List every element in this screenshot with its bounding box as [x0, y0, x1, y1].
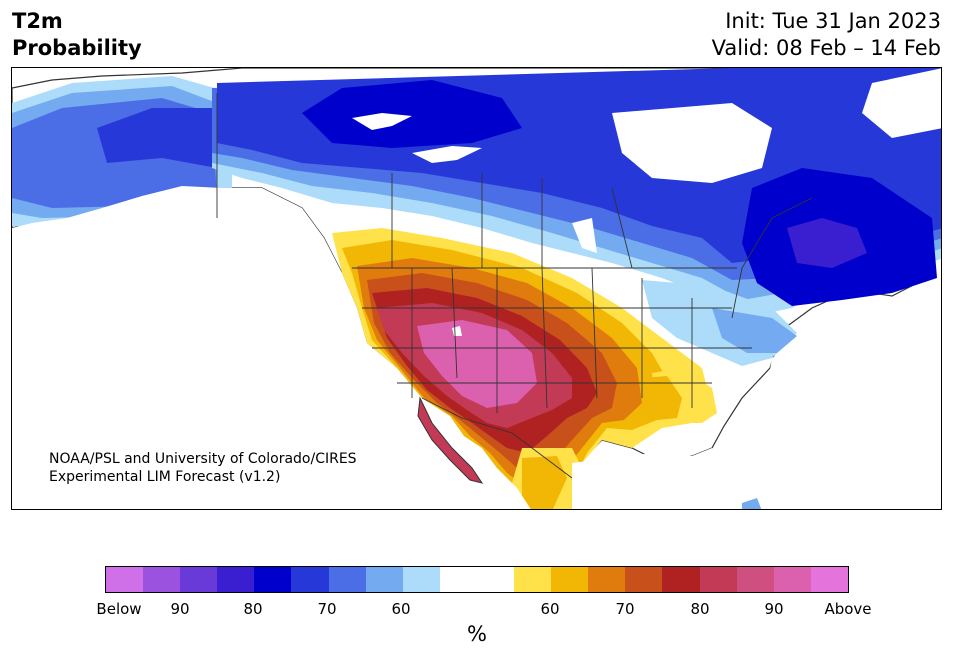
colorbar-swatch [476, 567, 515, 592]
cold-band-florida [742, 498, 762, 509]
baja-peninsula [417, 396, 484, 484]
colorbar-units: % [467, 622, 487, 646]
colorbar-swatch [106, 567, 144, 592]
colorbar-swatch [625, 567, 663, 592]
colorbar-tick-label: 80 [690, 600, 710, 618]
forecast-credit: NOAA/PSL and University of Colorado/CIRE… [49, 450, 357, 486]
credit-line-1: NOAA/PSL and University of Colorado/CIRE… [49, 451, 357, 467]
probability-map [12, 68, 941, 509]
colorbar-swatch [810, 567, 848, 592]
cold-core-arctic [302, 80, 522, 148]
colorbar-swatch [365, 567, 403, 592]
colorbar-swatch [439, 567, 477, 592]
colorbar-tick-label: 60 [540, 600, 560, 618]
border-us-states-ew [362, 307, 752, 384]
colorbar-tick-label: 90 [764, 600, 784, 618]
colorbar-tick-label: Below [96, 600, 142, 618]
colorbar-swatch [773, 567, 811, 592]
colorbar-swatch [180, 567, 218, 592]
lake-great-slave [412, 146, 482, 163]
labrador-sea [862, 68, 941, 138]
lake-great-bear [352, 113, 412, 130]
map-panel [11, 67, 942, 510]
colorbar-swatch [143, 567, 181, 592]
warm-band-mexico-mid [522, 456, 567, 509]
credit-line-2: Experimental LIM Forecast (v1.2) [49, 469, 281, 485]
political-borders [216, 93, 813, 479]
colorbar-swatch [402, 567, 440, 592]
colorbar [105, 566, 849, 593]
title-variable: T2m [12, 9, 63, 33]
map-title: T2m Probability [12, 8, 142, 62]
colorbar-swatch [551, 567, 589, 592]
colorbar-swatch [254, 567, 292, 592]
gulf-of-mexico [572, 448, 732, 509]
colorbar-swatch [736, 567, 774, 592]
cold-extreme-quebec [787, 218, 867, 268]
colorbar-swatch [291, 567, 329, 592]
border-us-mexico [421, 397, 573, 479]
colorbar-tick-label: 90 [170, 600, 190, 618]
pacific-ocean [12, 186, 531, 509]
cold-band-alaska-strong [97, 108, 217, 168]
colorbar-swatch [514, 567, 552, 592]
colorbar-tick-label: 70 [317, 600, 337, 618]
atlantic-ocean [732, 298, 941, 509]
colorbar-tick-label: 60 [391, 600, 411, 618]
valid-date: Valid: 08 Feb – 14 Feb [711, 36, 941, 60]
colorbar-tick-label: Above [824, 600, 872, 618]
border-canadian-provinces [391, 173, 633, 269]
border-us-states-ns [411, 267, 693, 413]
cold-band-greatlakes-mid [712, 308, 797, 353]
colorbar-swatch [699, 567, 737, 592]
colorbar-swatch [662, 567, 700, 592]
warm-core-peak [417, 320, 537, 408]
lake-winnipeg [572, 218, 597, 253]
colorbar-swatch [588, 567, 626, 592]
colorbar-tick-label: 80 [243, 600, 263, 618]
hudson-bay [612, 103, 772, 183]
forecast-dates: Init: Tue 31 Jan 2023 Valid: 08 Feb – 14… [712, 8, 941, 62]
warm-band-southeast-mid [642, 376, 682, 420]
colorbar-tick-label: 70 [615, 600, 635, 618]
title-probability: Probability [12, 36, 142, 60]
colorbar-swatch [217, 567, 255, 592]
init-date: Init: Tue 31 Jan 2023 [725, 9, 941, 33]
colorbar-swatch [328, 567, 366, 592]
border-quebec-ontario [731, 197, 813, 319]
